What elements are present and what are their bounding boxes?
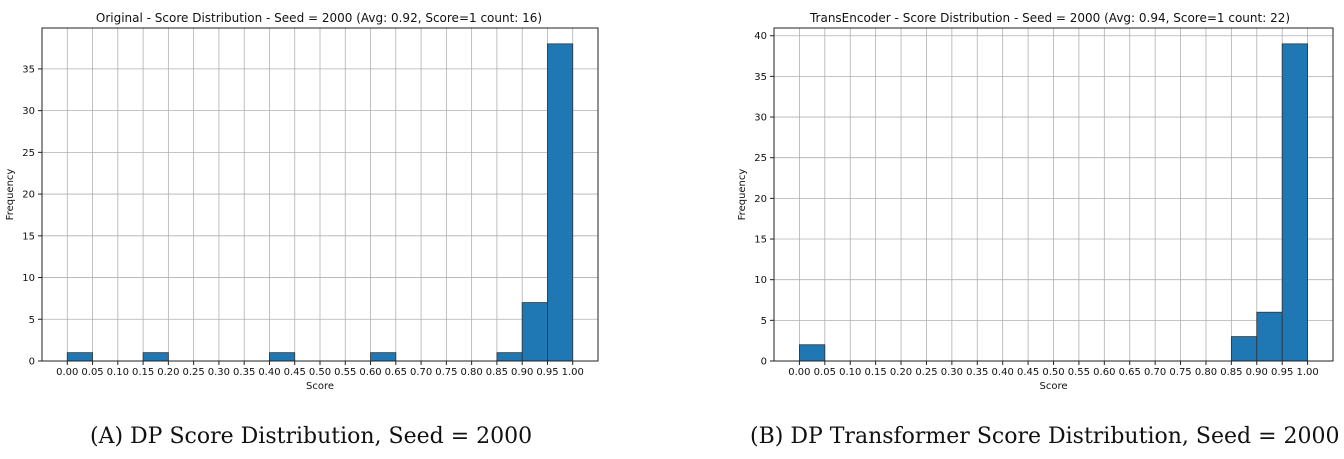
x-tick-label: 0.35 xyxy=(966,367,988,378)
x-tick-label: 0.60 xyxy=(359,367,381,378)
x-tick-label: 0.00 xyxy=(788,367,810,378)
x-tick-label: 0.70 xyxy=(1144,367,1166,378)
x-tick-label: 0.35 xyxy=(233,367,255,378)
y-tick-label: 25 xyxy=(22,148,35,159)
y-tick-label: 25 xyxy=(754,153,767,164)
panel-b: 0.00 0.05 0.10 0.15 0.20 0.25 0.30 0.35 0.40 0.45… xyxy=(672,0,1344,459)
y-tick-label: 10 xyxy=(754,275,767,286)
x-tick-label: 1.00 xyxy=(1296,367,1318,378)
histogram-bar xyxy=(142,352,169,362)
histogram-bar xyxy=(66,352,93,362)
x-tick-label: 0.95 xyxy=(1271,367,1293,378)
y-tick-label: 20 xyxy=(22,190,35,201)
x-tick-label: 0.65 xyxy=(1119,367,1141,378)
panel-a: 0.00 0.05 0.10 0.15 0.20 0.25 0.30 0.35 0.40 0.45… xyxy=(5,11,599,449)
x-tick-label: 0.60 xyxy=(1093,367,1115,378)
y-tick-label: 10 xyxy=(22,273,35,284)
chart-title: Original - Score Distribution - Seed = 2… xyxy=(96,11,542,25)
x-tick-label: 0.15 xyxy=(865,367,887,378)
histogram-bar xyxy=(547,43,574,362)
x-tick-label: 0.05 xyxy=(81,367,103,378)
y-axis-label: Frequency xyxy=(737,169,748,221)
x-axis-label: Score xyxy=(306,381,334,392)
chart-b: 0.00 0.05 0.10 0.15 0.20 0.25 0.30 0.35 0.40 0.45… xyxy=(737,11,1334,392)
x-tick-label: 0.00 xyxy=(56,367,78,378)
caption-b: (B) DP Transformer Score Distribution, S… xyxy=(750,424,1340,449)
x-tick-label: 0.80 xyxy=(461,367,483,378)
x-tick-label: 0.20 xyxy=(890,367,912,378)
x-tick-label: 0.55 xyxy=(334,367,356,378)
x-tick-label: 0.85 xyxy=(486,367,508,378)
x-tick-label: 0.30 xyxy=(208,367,230,378)
histogram-bar xyxy=(521,302,548,362)
x-tick-label: 0.10 xyxy=(107,367,129,378)
x-tick-label: 0.50 xyxy=(1042,367,1064,378)
y-tick-label: 5 xyxy=(29,315,35,326)
x-tick-label: 0.70 xyxy=(410,367,432,378)
x-tick-label: 0.15 xyxy=(132,367,154,378)
histogram-bar xyxy=(269,352,296,362)
x-tick-label: 0.45 xyxy=(284,367,306,378)
histogram-bar xyxy=(799,344,826,362)
y-tick-label: 30 xyxy=(22,106,35,117)
histogram-bar xyxy=(496,352,523,362)
histogram-bar xyxy=(370,352,397,362)
x-axis-label: Score xyxy=(1039,381,1067,392)
histogram-bar xyxy=(1256,311,1283,362)
chart-a: 0.00 0.05 0.10 0.15 0.20 0.25 0.30 0.35 0.40 0.45… xyxy=(5,11,599,392)
histogram-bar xyxy=(1281,43,1308,362)
chart-title: TransEncoder - Score Distribution - Seed… xyxy=(809,11,1290,25)
x-tick-label: 1.00 xyxy=(562,367,584,378)
y-axis-label: Frequency xyxy=(5,169,16,221)
y-tick-label: 30 xyxy=(754,113,767,124)
x-tick-label: 0.25 xyxy=(915,367,937,378)
y-tick-label: 0 xyxy=(29,357,35,368)
y-tick-label: 20 xyxy=(754,194,767,205)
y-tick-label: 35 xyxy=(22,64,35,75)
y-tick-label: 5 xyxy=(761,316,767,327)
x-tick-label: 0.90 xyxy=(511,367,533,378)
caption-a: (A) DP Score Distribution, Seed = 2000 xyxy=(90,424,533,449)
x-tick-label: 0.10 xyxy=(839,367,861,378)
x-tick-label: 0.95 xyxy=(536,367,558,378)
y-tick-label: 0 xyxy=(761,357,767,368)
x-tick-label: 0.45 xyxy=(1017,367,1039,378)
x-tick-label: 0.55 xyxy=(1068,367,1090,378)
y-tick-label: 15 xyxy=(22,231,35,242)
histogram-bar xyxy=(1230,336,1258,362)
x-tick-label: 0.80 xyxy=(1195,367,1217,378)
x-tick-label: 0.40 xyxy=(992,367,1014,378)
x-tick-label: 0.05 xyxy=(814,367,836,378)
y-tick-label: 15 xyxy=(754,235,767,246)
x-tick-label: 0.20 xyxy=(157,367,179,378)
x-tick-label: 0.40 xyxy=(258,367,280,378)
x-tick-label: 0.75 xyxy=(1169,367,1191,378)
x-tick-label: 0.25 xyxy=(183,367,205,378)
x-tick-label: 0.50 xyxy=(309,367,331,378)
x-tick-label: 0.65 xyxy=(385,367,407,378)
y-tick-label: 35 xyxy=(754,72,767,83)
x-tick-label: 0.30 xyxy=(941,367,963,378)
x-tick-label: 0.85 xyxy=(1220,367,1242,378)
x-tick-label: 0.75 xyxy=(435,367,457,378)
y-tick-label: 40 xyxy=(754,31,767,42)
x-tick-label: 0.90 xyxy=(1246,367,1268,378)
